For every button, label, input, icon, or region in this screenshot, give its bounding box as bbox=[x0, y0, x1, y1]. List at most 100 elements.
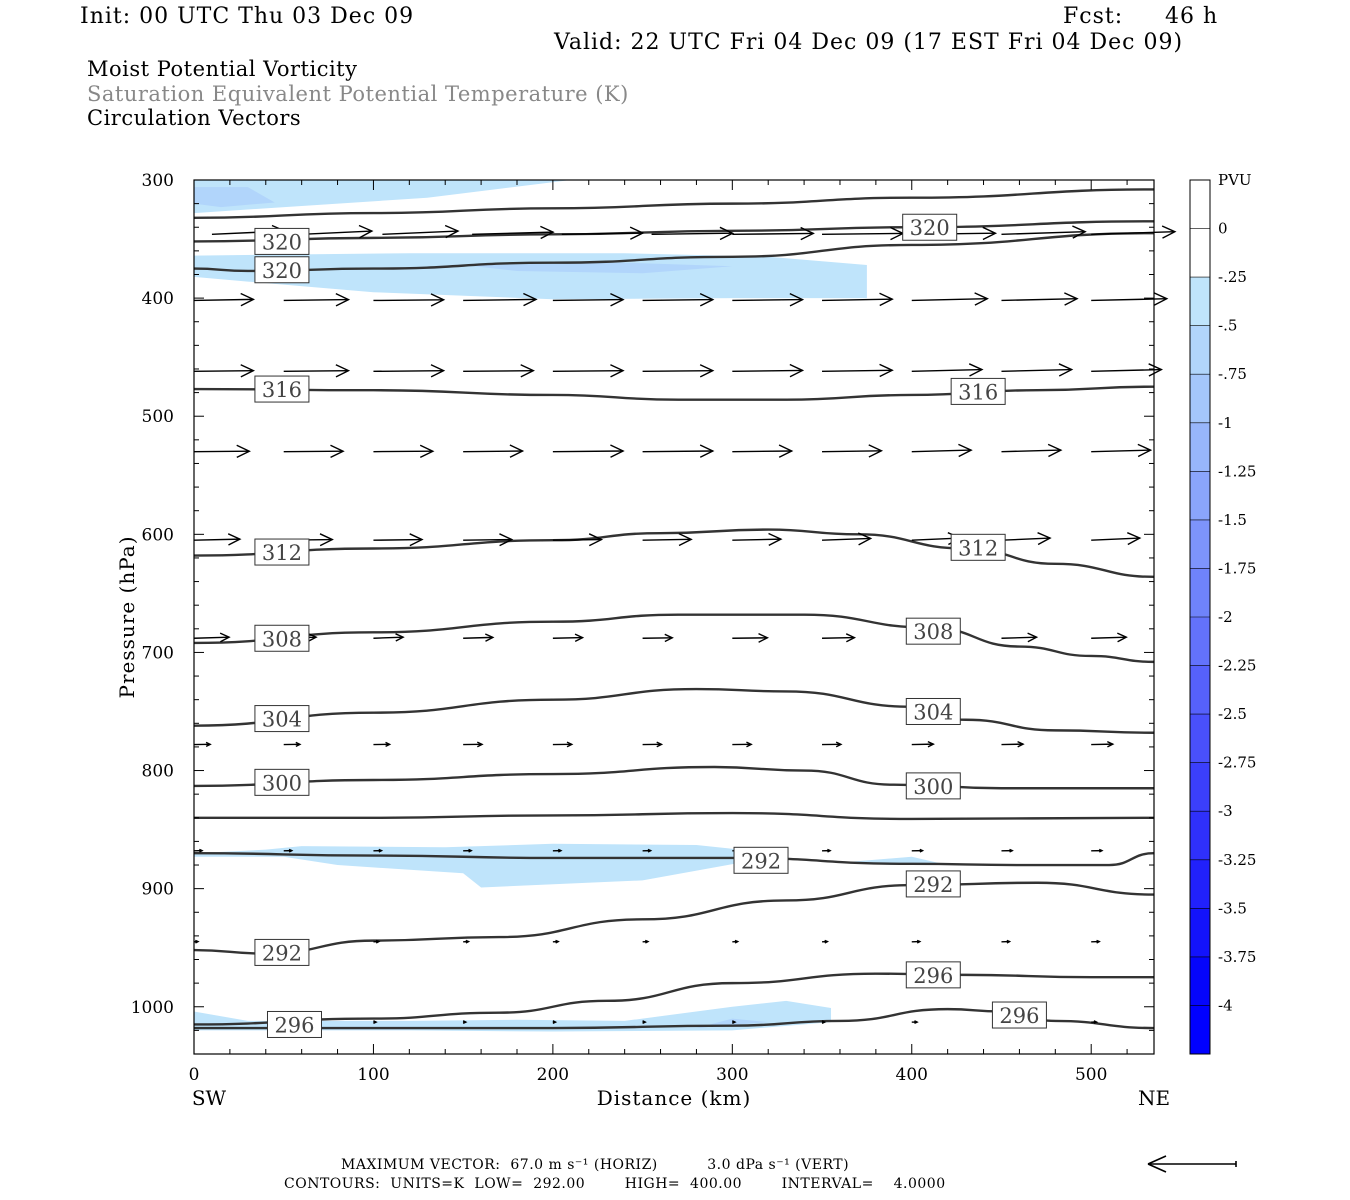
vector-arrowhead bbox=[385, 741, 392, 747]
pv-shade-region bbox=[463, 262, 733, 274]
contour-label-box bbox=[254, 538, 310, 566]
vector-arrowhead bbox=[552, 1020, 558, 1025]
vector-arrowhead bbox=[468, 848, 473, 853]
circulation-vector bbox=[1091, 449, 1151, 453]
circulation-vector bbox=[1001, 230, 1086, 236]
pv-shading-layer bbox=[194, 180, 948, 1032]
vector-arrowhead bbox=[307, 632, 318, 642]
circulation-vector bbox=[1001, 449, 1061, 453]
vector-arrowhead bbox=[778, 444, 794, 458]
circulation-vector bbox=[732, 298, 803, 302]
theta-es-contour bbox=[193, 220, 1155, 243]
circulation-vector bbox=[911, 449, 972, 453]
circulation-vector bbox=[642, 298, 713, 302]
x-tick-label: 0 bbox=[189, 1065, 200, 1085]
circulation-vector bbox=[1091, 537, 1140, 541]
colorbar-swatch bbox=[1190, 714, 1210, 764]
vector-arrowhead bbox=[1161, 225, 1177, 239]
vector-arrowhead bbox=[1064, 292, 1079, 306]
circulation-vector bbox=[642, 450, 713, 453]
vector-arrowhead bbox=[240, 292, 256, 307]
vector-arrowhead bbox=[462, 1020, 468, 1025]
vector-arrowhead bbox=[857, 532, 873, 546]
colorbar-swatch bbox=[1190, 908, 1210, 958]
contour-label-box bbox=[902, 213, 958, 241]
pv-shade-region bbox=[194, 180, 571, 214]
vector-arrowhead bbox=[430, 293, 446, 307]
colorbar-tick-label: -2.25 bbox=[1218, 657, 1256, 675]
contour-label: 300 bbox=[262, 771, 302, 795]
contour-label-box bbox=[905, 772, 961, 800]
circulation-vector bbox=[552, 450, 624, 453]
colorbar-tick-label: -3.5 bbox=[1218, 899, 1247, 917]
circulation-vector bbox=[1001, 298, 1078, 302]
vector-arrowhead bbox=[523, 292, 538, 307]
vector-arrowhead bbox=[205, 741, 212, 747]
circulation-vector bbox=[283, 298, 349, 302]
theta-es-contour-layer bbox=[193, 188, 1155, 1030]
circulation-vector bbox=[822, 232, 904, 236]
vector-arrowhead bbox=[566, 741, 574, 748]
vector-arrowhead bbox=[644, 939, 650, 944]
vector-arrowhead bbox=[358, 224, 374, 239]
theta-es-contour bbox=[193, 687, 1155, 734]
colorbar-tick-label: -4 bbox=[1218, 996, 1233, 1014]
vector-arrowhead bbox=[982, 226, 998, 241]
circulation-vector bbox=[732, 369, 803, 373]
colorbar-tick-label: 0 bbox=[1218, 220, 1228, 238]
vector-arrowhead bbox=[1027, 632, 1039, 643]
vector-arrowhead bbox=[610, 293, 625, 307]
vector-arrowhead bbox=[1037, 532, 1052, 546]
vector-arrowhead bbox=[557, 848, 563, 853]
vector-arrowhead bbox=[1148, 363, 1164, 377]
contour-label: 304 bbox=[262, 708, 302, 732]
vector-arrowhead bbox=[968, 363, 984, 377]
vector-arrowhead bbox=[958, 443, 973, 458]
circulation-vector bbox=[463, 538, 512, 541]
colorbar-swatch bbox=[1190, 374, 1210, 424]
circulation-vector bbox=[911, 368, 982, 373]
contour-label: 316 bbox=[262, 378, 302, 402]
x-tick-label: 300 bbox=[716, 1065, 748, 1085]
contour-label-box bbox=[905, 870, 961, 898]
plot-frame bbox=[193, 179, 1155, 1055]
y-tick-label: 1000 bbox=[131, 998, 174, 1018]
vector-arrowhead bbox=[409, 533, 424, 547]
colorbar-tick-label: -2.5 bbox=[1218, 705, 1247, 723]
colorbar-tick-label: -.75 bbox=[1218, 365, 1247, 383]
contour-label-box bbox=[254, 705, 310, 733]
vector-arrowhead bbox=[879, 363, 894, 378]
contour-label-box bbox=[254, 375, 310, 403]
colorbar-swatch bbox=[1190, 228, 1210, 278]
vector-arrowhead bbox=[974, 292, 989, 306]
theta-es-contour bbox=[194, 811, 1155, 821]
contour-label-box bbox=[266, 1010, 322, 1038]
vector-arrowhead bbox=[610, 444, 625, 458]
circulation-vector-layer bbox=[193, 224, 1177, 1025]
vector-arrowhead bbox=[845, 633, 857, 643]
contour-label-box bbox=[905, 961, 961, 989]
valid-time: Valid: 22 UTC Fri 04 Dec 09 (17 EST Fri … bbox=[554, 30, 1184, 55]
circulation-vector bbox=[552, 636, 583, 639]
circulation-vector bbox=[1001, 537, 1051, 541]
circulation-vector bbox=[373, 299, 444, 302]
vector-arrowhead bbox=[758, 633, 770, 643]
contour-label: 292 bbox=[913, 873, 953, 897]
contour-label-box bbox=[905, 617, 961, 645]
colorbar-swatch bbox=[1190, 471, 1210, 521]
colorbar-tick-label: -1.25 bbox=[1218, 462, 1256, 480]
theta-es-contour bbox=[193, 765, 1154, 790]
contour-label: 296 bbox=[999, 1004, 1039, 1028]
colorbar-swatch bbox=[1190, 956, 1210, 1006]
vector-arrowhead bbox=[1017, 740, 1025, 748]
circulation-vector bbox=[1001, 636, 1037, 639]
colorbar-swatch bbox=[1190, 859, 1210, 909]
colorbar-tick-label: -3 bbox=[1218, 802, 1233, 820]
vector-arrowhead bbox=[1093, 1020, 1099, 1025]
circulation-vector bbox=[463, 298, 537, 302]
circulation-vector bbox=[642, 369, 713, 373]
vector-arrowhead bbox=[719, 226, 735, 241]
theta-es-contour bbox=[193, 188, 1155, 219]
vector-arrowhead bbox=[746, 741, 753, 748]
x-axis-label: Distance (km) bbox=[597, 1086, 752, 1110]
